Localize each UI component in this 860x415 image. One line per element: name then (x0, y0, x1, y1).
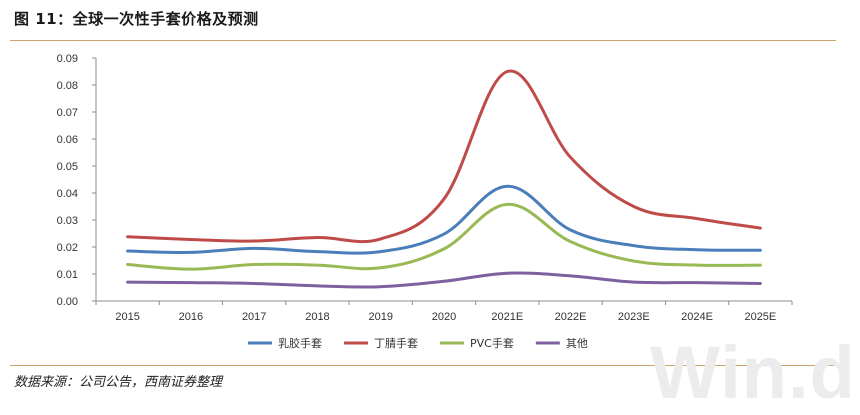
y-tick-label: 0.04 (57, 188, 78, 200)
figure-title: 图 11：全球一次性手套价格及预测 (14, 10, 259, 28)
x-tick-label: 2022E (555, 311, 587, 323)
series-line-2 (126, 69, 762, 244)
x-tick-label: 2018 (305, 311, 329, 323)
x-tick-label: 2016 (179, 311, 203, 323)
y-tick-label: 0.07 (57, 107, 78, 119)
legend-label-1: 乳胶手套 (278, 336, 322, 350)
y-tick-label: 0.09 (57, 53, 78, 65)
series-line-4 (126, 271, 762, 289)
title-divider (10, 40, 836, 41)
watermark: Win.d (650, 331, 856, 414)
x-tick-label: 2015 (115, 311, 139, 323)
y-tick-label: 0.02 (57, 242, 78, 254)
series-line-1 (126, 184, 762, 255)
y-tick-label: 0.08 (57, 80, 78, 92)
source-note: 数据来源：公司公告，西南证券整理 (14, 375, 223, 390)
chart-axes: 0.00 0.01 0.02 0.03 0.04 0.05 0.06 0.07 0.08 0.09… (57, 53, 793, 323)
y-tick-label: 0.05 (57, 161, 78, 173)
line-chart: 0.00 0.01 0.02 0.03 0.04 0.05 0.06 0.07 0.08 0.09… (57, 53, 793, 350)
x-tick-label: 2024E (681, 311, 713, 323)
y-tick-label: 0.01 (57, 269, 78, 281)
x-tick-label: 2025E (744, 311, 776, 323)
series-line-3 (126, 202, 762, 271)
x-tick-label: 2023E (618, 311, 650, 323)
x-tick-label: 2017 (242, 311, 266, 323)
y-tick-label: 0.03 (57, 215, 78, 227)
x-tick-label: 2021E (491, 311, 523, 323)
legend-label-4: 其他 (566, 337, 588, 350)
x-tick-label: 2019 (368, 311, 392, 323)
source-divider (10, 365, 836, 366)
chart-legend: 乳胶手套 丁腈手套 PVC手套 其他 (248, 336, 588, 350)
y-tick-label: 0.00 (57, 296, 78, 308)
legend-label-3: PVC手套 (470, 336, 514, 350)
legend-label-2: 丁腈手套 (374, 336, 418, 350)
x-tick-label: 2020 (432, 311, 456, 323)
chart-series (126, 69, 762, 289)
y-tick-label: 0.06 (57, 134, 78, 146)
